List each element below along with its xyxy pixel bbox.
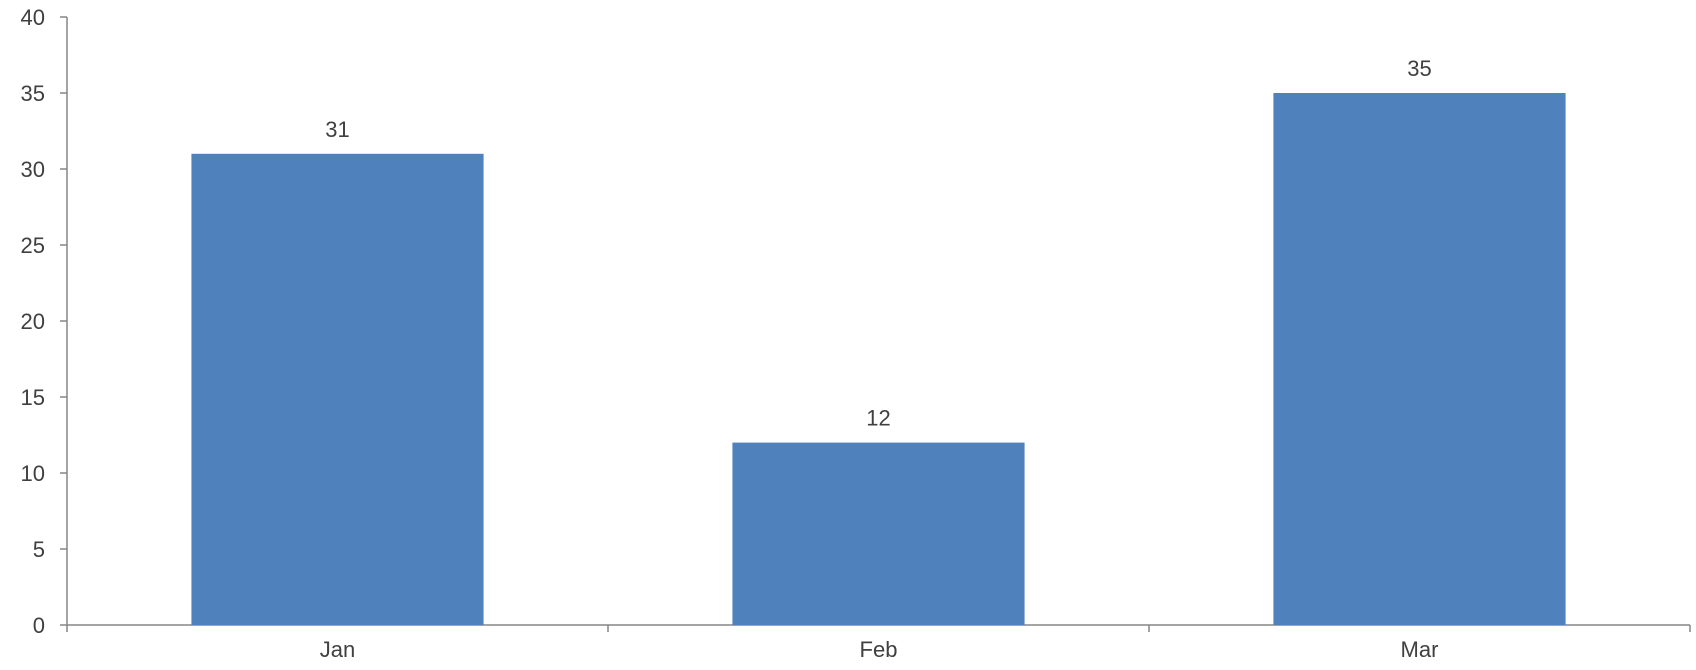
y-tick-label: 40: [21, 5, 45, 30]
y-tick-label: 0: [33, 613, 45, 638]
bar-feb[interactable]: [732, 442, 1025, 625]
y-tick-label: 30: [21, 157, 45, 182]
bar-jan[interactable]: [191, 153, 484, 626]
data-labels: 31 12 35: [325, 56, 1431, 431]
bars: [191, 93, 1566, 626]
x-tick-label: Jan: [320, 637, 355, 662]
y-tick-label: 20: [21, 309, 45, 334]
y-tick-label: 10: [21, 461, 45, 486]
data-label: 31: [325, 117, 349, 142]
data-label: 12: [866, 406, 890, 431]
y-axis: 0 5 10 15 20 25 30 35 40: [21, 5, 68, 638]
x-tick-label: Feb: [860, 637, 898, 662]
data-label: 35: [1407, 56, 1431, 81]
y-tick-label: 15: [21, 385, 45, 410]
y-tick-label: 35: [21, 81, 45, 106]
x-axis: Jan Feb Mar: [66, 624, 1691, 662]
bar-mar[interactable]: [1273, 93, 1566, 625]
y-tick-label: 5: [33, 537, 45, 562]
x-tick-label: Mar: [1401, 637, 1439, 662]
y-tick-label: 25: [21, 233, 45, 258]
